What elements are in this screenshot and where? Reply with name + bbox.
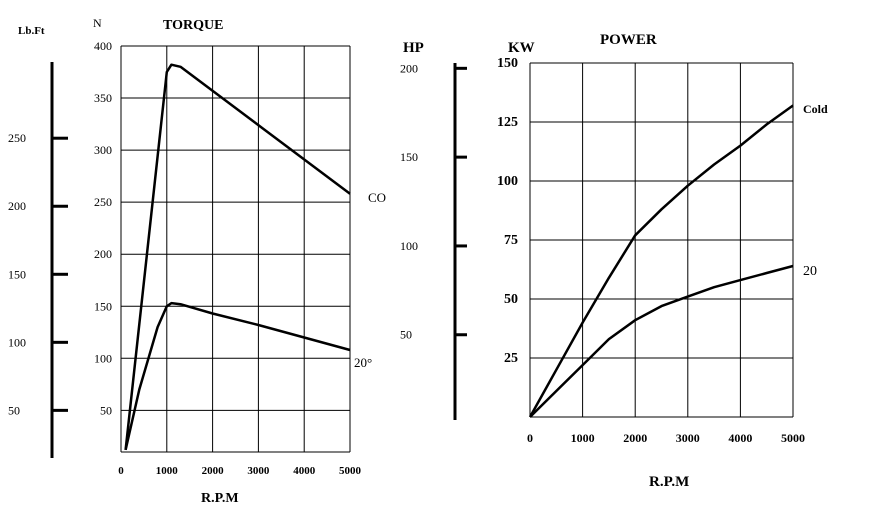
chart1-y-tick-label: 150	[497, 56, 518, 71]
torque-x-axis-label: R.P.M	[201, 491, 239, 506]
chart0-y-tick-label: 200	[94, 247, 112, 261]
torque-secondary-axis-label: Lb.Ft	[18, 25, 45, 37]
power-secondary-axis-label: HP	[403, 40, 424, 56]
chart0-y-tick-label: 350	[94, 91, 112, 105]
chart1-secondary-tick-label: 100	[400, 239, 418, 253]
power-y-axis-label: KW	[508, 40, 535, 56]
chart0-secondary-tick-label: 150	[8, 267, 26, 281]
chart0-y-tick-label: 250	[94, 195, 112, 209]
chart0-y-tick-label: 300	[94, 143, 112, 157]
chart0-secondary-tick-label: 50	[8, 403, 20, 417]
power-x-axis-label: R.P.M	[649, 474, 689, 490]
series-label-20-deg: 20°	[354, 355, 372, 370]
torque-y-axis-label: N	[93, 16, 102, 30]
chart0-x-tick-label: 5000	[339, 465, 362, 477]
torque-title: TORQUE	[163, 18, 223, 33]
chart0-y-tick-label: 50	[100, 403, 112, 417]
chart1-x-tick-label: 0	[527, 431, 533, 445]
chart0-x-tick-label: 3000	[247, 465, 270, 477]
chart0-y-tick-label: 100	[94, 351, 112, 365]
chart0-secondary-tick-label: 200	[8, 199, 26, 213]
power-title: POWER	[600, 32, 657, 48]
chart1-series-line-0	[528, 104, 794, 418]
series-label-20: 20	[803, 264, 817, 279]
chart0-x-tick-label: 1000	[156, 465, 179, 477]
chart0-series-line-1	[124, 301, 351, 451]
chart0-secondary-tick-label: 250	[8, 131, 26, 145]
chart0-y-tick-label: 150	[94, 299, 112, 313]
chart0-y-tick-label: 400	[94, 39, 112, 53]
chart1-secondary-tick-label: 150	[400, 150, 418, 164]
series-label-co: CO	[368, 190, 386, 205]
chart1-x-tick-label: 1000	[571, 431, 595, 445]
chart1-y-tick-label: 25	[504, 351, 518, 366]
chart1-x-tick-label: 3000	[676, 431, 700, 445]
chart1-secondary-tick-label: 50	[400, 328, 412, 342]
chart1-y-tick-label: 50	[504, 292, 518, 307]
chart1-y-tick-label: 100	[497, 174, 518, 189]
chart1-series-line-1	[529, 264, 794, 418]
chart1-x-tick-label: 4000	[728, 431, 752, 445]
chart1-x-tick-label: 2000	[623, 431, 647, 445]
chart1-y-tick-label: 75	[504, 233, 518, 248]
chart0-x-tick-label: 4000	[293, 465, 316, 477]
chart1-x-tick-label: 5000	[781, 431, 805, 445]
chart0-secondary-tick-label: 100	[8, 335, 26, 349]
series-label-cold: Cold	[803, 102, 828, 116]
chart0-series-line-0	[124, 63, 351, 451]
chart0-x-tick-label: 0	[118, 465, 124, 477]
chart0-x-tick-label: 2000	[202, 465, 225, 477]
chart1-secondary-tick-label: 200	[400, 61, 418, 75]
chart1-y-tick-label: 125	[497, 115, 518, 130]
